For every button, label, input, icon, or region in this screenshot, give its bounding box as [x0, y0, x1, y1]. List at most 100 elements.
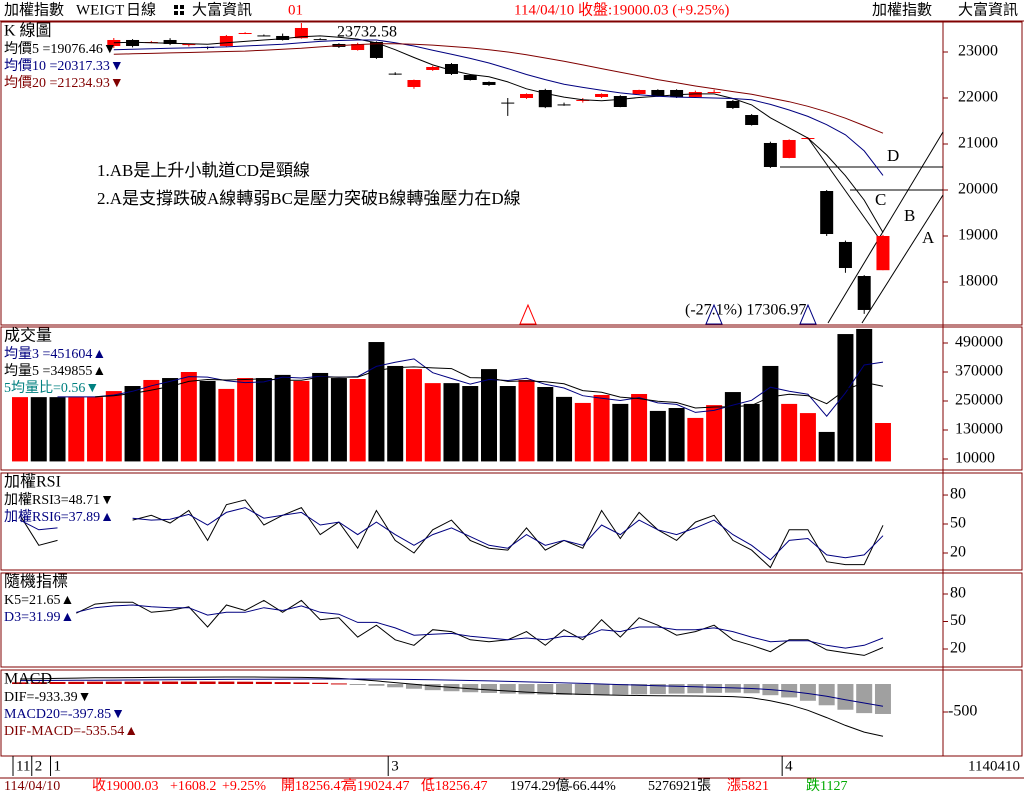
candle-body: [238, 32, 252, 34]
volume-bar: [743, 403, 760, 462]
date-code: 1140410: [968, 758, 1020, 774]
macd-bar: [818, 683, 835, 706]
macd-bar: [668, 683, 685, 694]
legend-label: 均量5 =349855▲: [4, 363, 106, 379]
series-line: [94, 366, 884, 409]
y-tick-label: 19000: [958, 227, 998, 244]
candle-body: [501, 102, 515, 104]
macd-bar: [349, 683, 366, 685]
candle-body: [726, 100, 740, 108]
macd-bar: [49, 681, 66, 684]
volume-bar: [537, 386, 554, 462]
y-tick-label: 21000: [958, 135, 998, 152]
plot-area: [76, 599, 884, 656]
annotation: A: [922, 228, 935, 247]
candle-body: [576, 99, 590, 101]
macd-bar: [781, 683, 798, 698]
macd-bar: [462, 683, 479, 693]
annotation: (-27.1%) 17306.97: [685, 302, 806, 319]
y-tick-label: 50: [950, 515, 966, 532]
volume-bar: [837, 334, 854, 462]
panel-title: 加權RSI: [4, 473, 61, 491]
volume-bar: [124, 386, 141, 462]
status-text: -66.44%: [568, 779, 616, 794]
volume-bar: [499, 386, 516, 462]
candle-body: [219, 35, 233, 47]
macd-bar: [706, 683, 723, 693]
y-tick-label: 490000: [955, 334, 1003, 351]
volume-bar: [387, 365, 404, 462]
macd-bar: [574, 683, 591, 695]
macd-bar: [180, 681, 197, 684]
status-text: 1974.29億: [510, 778, 570, 794]
macd-bar: [593, 683, 610, 695]
y-tick-label: 20: [950, 544, 966, 561]
volume-bar: [255, 378, 272, 462]
status-text: 收19000.03: [92, 778, 159, 794]
status-text: 高19024.47: [343, 777, 410, 794]
series-line: [19, 678, 884, 707]
grid-icon: [174, 5, 184, 15]
macd-bar: [124, 681, 141, 684]
macd-bar: [143, 681, 160, 684]
status-text: 漲5821: [727, 778, 769, 794]
candle-body: [745, 115, 759, 125]
macd-bar: [537, 683, 554, 695]
candle-body: [838, 241, 852, 269]
series-line: [19, 507, 884, 561]
candle-body: [707, 92, 721, 94]
volume-bar: [518, 379, 535, 462]
volume-bar: [105, 391, 122, 462]
macd-bar: [199, 681, 216, 684]
macd-bar: [481, 683, 497, 693]
series-line: [113, 39, 884, 176]
candle-body: [876, 235, 890, 271]
macd-bar: [274, 682, 291, 684]
volume-bar: [180, 372, 197, 462]
candle-body: [670, 89, 684, 97]
y-tick-label: 23000: [958, 43, 998, 60]
volume-bar: [574, 402, 591, 462]
x-tick-label: 2: [35, 758, 43, 774]
legend-label: 均價5 =19076.46▼: [4, 40, 117, 57]
volume-bar: [856, 328, 873, 462]
volume-bar: [443, 383, 460, 462]
macd-bar: [30, 682, 47, 684]
signal-triangles: [519, 303, 817, 325]
candle-body: [820, 191, 834, 235]
status-text: 5276921張: [648, 779, 711, 794]
plot-area: [19, 499, 884, 569]
y-tick-label: 20000: [958, 181, 998, 198]
legend-label: 5均量比=0.56▼: [4, 380, 99, 396]
header-text: 01: [288, 2, 303, 18]
candle-body: [857, 276, 871, 310]
y-tick-label: 22000: [958, 89, 998, 106]
volume-bar: [68, 397, 85, 462]
macd-bar: [499, 683, 516, 694]
volume-bar: [293, 380, 310, 462]
volume-bar: [706, 405, 723, 462]
candle-body: [557, 104, 571, 106]
macd-bar: [518, 683, 535, 695]
y-tick-label: 80: [950, 585, 966, 602]
candle-body: [444, 63, 458, 74]
candle-body: [182, 43, 196, 46]
series-line: [113, 35, 884, 233]
candle-body: [426, 66, 440, 70]
header-text: 加權指數: [872, 1, 932, 18]
header-text: WEIGT: [76, 2, 124, 18]
header-text: 加權指數: [4, 1, 64, 18]
series-line: [19, 676, 884, 737]
macd-bar: [12, 682, 28, 684]
candle-body: [276, 35, 290, 40]
annotation: D: [887, 146, 899, 165]
status-text: 低18256.47: [421, 778, 488, 794]
x-tick-label: 1: [54, 758, 62, 774]
panel-title: MACD: [4, 671, 52, 688]
volume-bar: [218, 388, 235, 462]
macd-bar: [68, 681, 85, 684]
volume-bar: [162, 378, 179, 462]
volume-bar: [799, 413, 816, 462]
volume-bar: [49, 397, 66, 462]
